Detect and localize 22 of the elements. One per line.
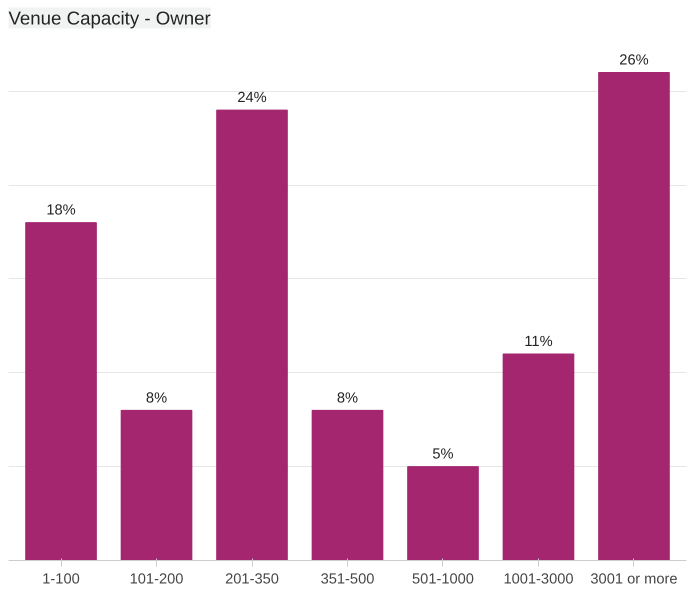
bar bbox=[312, 410, 384, 560]
bar bbox=[25, 222, 97, 560]
bar bbox=[502, 354, 574, 560]
chart-title: Venue Capacity - Owner bbox=[8, 8, 211, 28]
data-label: 11% bbox=[524, 334, 553, 350]
x-tick-label: 1001-3000 bbox=[503, 572, 574, 588]
data-label: 8% bbox=[146, 390, 168, 406]
data-label: 5% bbox=[432, 446, 454, 463]
bar bbox=[120, 410, 192, 560]
bar bbox=[598, 72, 670, 560]
bar bbox=[407, 466, 479, 560]
x-tick-label: 1-100 bbox=[42, 572, 80, 588]
x-tick-label: 351-500 bbox=[320, 572, 374, 588]
x-tick-label: 101-200 bbox=[130, 572, 184, 588]
data-label: 18% bbox=[46, 202, 76, 219]
x-tick-label: 501-1000 bbox=[412, 572, 474, 588]
data-label: 26% bbox=[619, 52, 649, 69]
x-tick-label: 3001 or more bbox=[590, 572, 678, 588]
bar bbox=[216, 110, 288, 560]
x-tick-label: 201-350 bbox=[225, 572, 279, 588]
data-label: 24% bbox=[237, 90, 267, 106]
data-label: 8% bbox=[336, 390, 358, 406]
